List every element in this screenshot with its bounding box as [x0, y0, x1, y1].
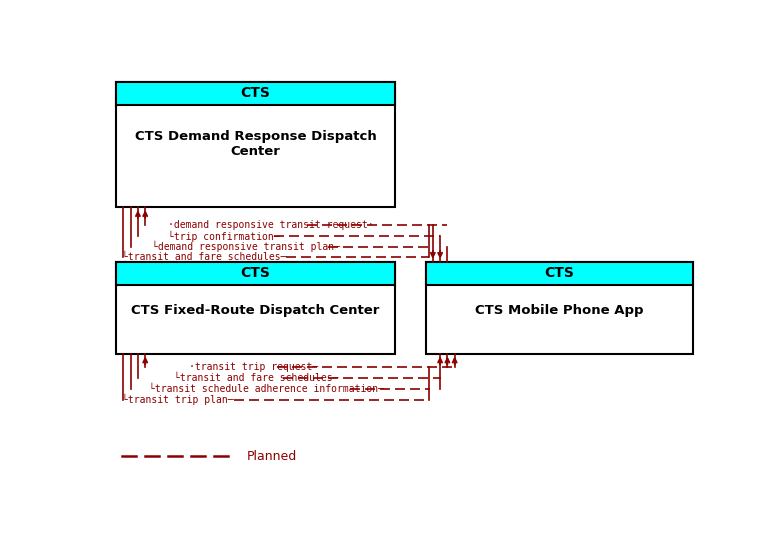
Text: └trip confirmation─: └trip confirmation─ [168, 230, 280, 242]
Bar [426, 262, 693, 353]
Text: CTS Mobile Phone App: CTS Mobile Phone App [474, 305, 644, 317]
Text: CTS: CTS [240, 266, 271, 280]
Text: Planned: Planned [247, 450, 297, 463]
Text: ·transit trip request─: ·transit trip request─ [189, 362, 318, 372]
Bar [116, 82, 395, 207]
Text: CTS: CTS [544, 266, 574, 280]
Text: └transit and fare schedules─: └transit and fare schedules─ [174, 373, 338, 383]
Bar [116, 262, 395, 353]
Text: └transit schedule adherence information─: └transit schedule adherence information─ [150, 384, 384, 394]
Text: └transit and fare schedules─: └transit and fare schedules─ [122, 252, 287, 262]
Text: CTS: CTS [240, 86, 271, 100]
Text: ·demand responsive transit request·: ·demand responsive transit request· [168, 220, 373, 230]
Bar [426, 262, 693, 285]
Text: CTS Fixed-Route Dispatch Center: CTS Fixed-Route Dispatch Center [132, 305, 380, 317]
Text: └transit trip plan─: └transit trip plan─ [122, 394, 234, 405]
Text: CTS Demand Response Dispatch
Center: CTS Demand Response Dispatch Center [135, 130, 377, 158]
Bar [116, 82, 395, 105]
Bar [116, 262, 395, 285]
Text: └demand responsive transit plan─: └demand responsive transit plan─ [153, 241, 341, 252]
